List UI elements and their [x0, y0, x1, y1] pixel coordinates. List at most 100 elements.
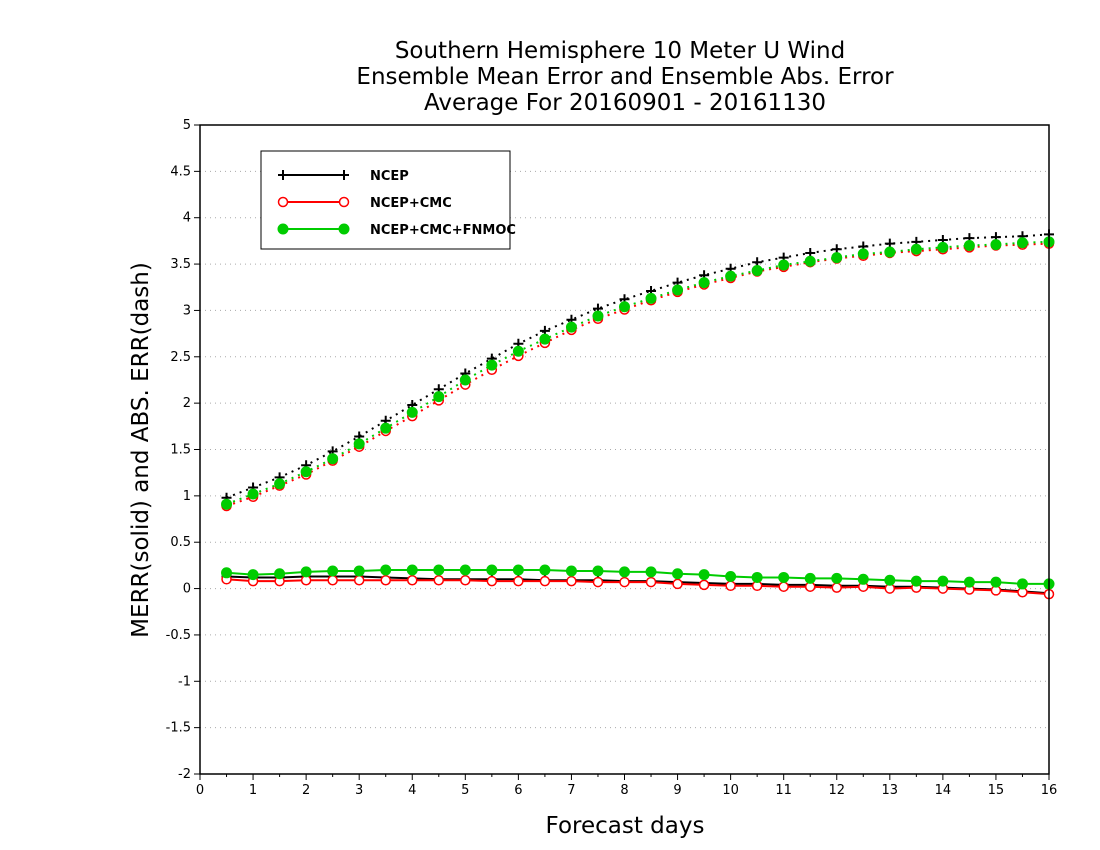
abs-err-point [565, 321, 577, 333]
x-tick-label: 2 [302, 783, 310, 798]
abs-err-point [221, 498, 233, 510]
legend-marker [339, 170, 349, 180]
x-tick-label: 6 [514, 783, 522, 798]
merr-point [884, 574, 896, 586]
abs-err-point [539, 333, 551, 345]
abs-err-point [380, 422, 392, 434]
merr-point [300, 566, 312, 578]
merr-point [380, 564, 392, 576]
merr-point [990, 576, 1002, 588]
abs-err-point [963, 240, 975, 252]
merr-point [327, 565, 339, 577]
y-tick-label: 4.5 [170, 164, 191, 179]
merr-point [672, 568, 684, 580]
merr-point [698, 579, 710, 591]
merr-line [226, 575, 1050, 595]
y-tick-label: -1 [178, 674, 191, 689]
x-tick-label: 16 [1041, 783, 1058, 798]
abs-err-point [433, 391, 445, 403]
chart-title: Southern Hemisphere 10 Meter U Wind Ense… [356, 38, 894, 116]
legend-marker [278, 170, 288, 180]
y-tick-label: 0.5 [170, 535, 191, 550]
y-tick-label: 2.5 [170, 350, 191, 365]
y-tick-label: 0 [183, 582, 191, 597]
abs-err-point [910, 243, 922, 255]
merr-point [725, 580, 736, 592]
title-line-2: Ensemble Mean Error and Ensemble Abs. Er… [356, 64, 894, 90]
abs-err-point [512, 345, 524, 357]
merr-point [539, 575, 551, 587]
merr-point [433, 564, 445, 576]
legend-marker [277, 196, 289, 208]
x-tick-label: 14 [935, 783, 952, 798]
merr-point [433, 574, 445, 586]
abs-err-point [274, 478, 286, 490]
merr-point [512, 564, 524, 576]
abs-err-point [751, 265, 763, 277]
abs-err-point [486, 359, 498, 371]
merr-point [619, 566, 630, 578]
title-line-3: Average For 20160901 - 20161130 [424, 90, 826, 116]
merr-point [804, 572, 816, 584]
abs-err-point [937, 241, 949, 253]
merr-point [566, 575, 577, 587]
merr-point [725, 571, 737, 583]
y-tick-label: 1.5 [170, 443, 191, 458]
y-tick-label: 4 [183, 211, 191, 226]
abs-err-point [804, 255, 816, 267]
y-axis-label: MERR(solid) and ABS. ERR(dash) [128, 262, 154, 638]
merr-point [910, 575, 922, 587]
merr-point [407, 574, 418, 586]
legend-label: NCEP+CMC+FNMOC [370, 223, 516, 238]
y-tick-label: 5 [183, 118, 191, 133]
merr-point [460, 574, 471, 586]
merr-point [619, 576, 630, 588]
abs-err-point [592, 310, 604, 322]
legend-marker [338, 223, 350, 235]
x-axis-label: Forecast days [546, 813, 705, 839]
abs-err-point [327, 453, 339, 465]
merr-point [327, 574, 338, 586]
x-tick-label: 3 [355, 783, 363, 798]
merr-point [406, 564, 418, 576]
legend-box [260, 150, 511, 250]
x-tick-label: 5 [461, 783, 469, 798]
merr-point [274, 568, 286, 580]
abs-err-point [725, 270, 737, 282]
merr-point [831, 582, 842, 593]
merr-point [698, 569, 710, 581]
y-tick-label: -0.5 [166, 628, 191, 643]
y-tick-label: -2 [178, 767, 191, 782]
x-tick-label: 15 [988, 783, 1005, 798]
merr-point [937, 575, 949, 587]
x-tick-label: 1 [249, 783, 257, 798]
x-tick-label: 4 [408, 783, 416, 798]
abs-err-point [831, 252, 843, 264]
series-ncep [221, 229, 1054, 599]
merr-point [963, 576, 975, 588]
abs-err-point [247, 488, 259, 500]
abs-err-point [778, 259, 790, 271]
legend-marker [277, 223, 289, 235]
x-tick-label: 7 [567, 783, 575, 798]
legend-label: NCEP+CMC [370, 196, 452, 211]
legend: NCEP NCEP+CMC NCEP+CMC+FNMOC [260, 150, 516, 250]
x-tick-label: 11 [775, 783, 792, 798]
merr-point [513, 575, 524, 587]
abs-err-point [406, 406, 418, 418]
y-tick-label: 1 [183, 489, 191, 504]
merr-point [353, 565, 365, 577]
abs-err-line [226, 233, 1050, 499]
abs-err-point [619, 301, 630, 313]
legend-marker [338, 196, 350, 208]
x-tick-label: 8 [620, 783, 628, 798]
abs-err-point [459, 374, 471, 386]
x-tick-label: 13 [882, 783, 899, 798]
abs-err-point [1016, 237, 1028, 249]
series-group [221, 229, 1055, 600]
merr-point [778, 571, 790, 583]
merr-point [751, 571, 763, 583]
abs-err-line [226, 240, 1050, 506]
abs-err-point [698, 277, 710, 289]
x-tick-label: 10 [722, 783, 739, 798]
